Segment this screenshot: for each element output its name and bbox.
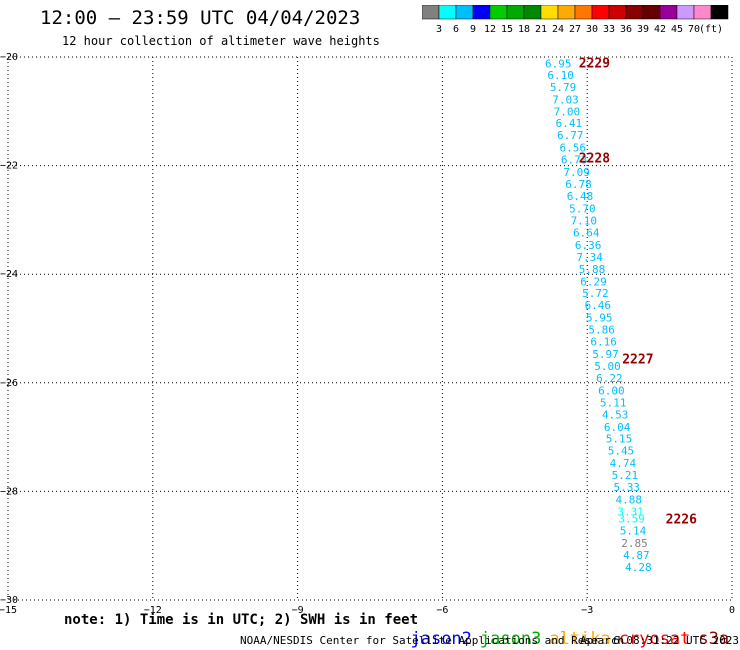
credit-text: NOAA/NESDIS Center for Satellite Applica… [240,634,625,647]
legend-label: 36 [620,24,632,35]
swh-point: 5.88 [579,263,606,276]
swh-point: 3.59 [618,513,645,526]
legend-label: 3 [436,24,442,35]
swh-point: 5.33 [614,481,641,494]
legend-label: (ft) [699,24,723,35]
swh-point: 6.64 [573,226,600,239]
swh-point: 5.72 [582,287,609,300]
swh-point: 4.74 [610,457,637,470]
legend-label: 30 [586,24,598,35]
mission-jason3: jason3 [479,629,542,649]
swh-point: 5.79 [550,81,577,94]
legend-label: 6 [453,24,459,35]
pass-id-label: 2228 [579,151,610,166]
generated-timestamp: Apr 6 08:31:22 UTC 2023 [580,634,739,647]
x-tick-label: −15 [0,605,17,616]
swh-point: 5.95 [586,312,613,325]
mission-cryosat: cryosat [618,629,691,649]
swh-point: 5.86 [588,324,615,337]
legend-label: 42 [654,24,666,35]
swh-point: 6.41 [556,117,583,130]
legend-label: 27 [569,24,581,35]
swh-point: 6.16 [590,336,617,349]
swh-point: 7.34 [576,251,603,264]
swh-point: 5.00 [594,360,621,373]
y-tick-label: −30 [0,595,18,606]
mission-s3a: s3a [698,629,730,649]
mission-legend: jason2 jason3 altika cryosat s3a [390,609,737,649]
legend-swatch [710,5,729,20]
pass-id-label: 2226 [666,513,697,528]
y-tick-label: −20 [0,52,18,63]
swh-point: 6.04 [604,421,631,434]
legend-label: 70 [688,24,700,35]
legend-label: 24 [552,24,564,35]
swh-point: 4.53 [602,408,629,421]
swh-point: 4.88 [615,494,642,507]
swh-point: 7.03 [552,93,579,106]
swh-point: 3.31 [617,505,644,518]
swh-point: 5.45 [608,445,635,458]
chart-subtitle: 12 hour collection of altimeter wave hei… [62,34,380,48]
legend-label: 21 [535,24,547,35]
swh-point: 5.21 [612,469,639,482]
swh-point: 6.46 [585,299,612,312]
legend-label: 33 [603,24,615,35]
pass-id-label: 2229 [579,56,610,71]
swh-point: 6.77 [557,129,584,142]
footer-note: note: 1) Time is in UTC; 2) SWH is in fe… [64,612,419,628]
mission-jason2: jason2 [410,629,472,649]
x-tick-label: −12 [144,605,162,616]
plot-frame [7,56,733,601]
swh-point: 6.29 [580,275,607,288]
swh-point: 6.95 [545,58,572,71]
mission-altika: altika [549,629,611,649]
x-tick-label: −6 [436,605,448,616]
swh-point: 5.11 [600,396,627,409]
swh-point: 6.00 [598,384,625,397]
swh-point: 7.10 [571,214,598,227]
swh-point: 5.15 [606,433,633,446]
color-legend: 3 6 9 12 15 18 21 24 27 30 33 36 39 42 45 70(ft) [422,5,729,35]
legend-label: 15 [501,24,513,35]
swh-point: 5.97 [592,348,619,361]
swh-point: 6.73 [561,154,588,167]
swh-point: 6.48 [567,190,594,203]
swh-point: 2.85 [621,537,648,550]
altimeter-plot: −15 −12 −9 −6 −3 0−20−22−24−26−28−306.956.105… [0,52,735,616]
swh-point: 6.78 [565,178,592,191]
legend-label: 18 [518,24,530,35]
swh-point: 6.36 [575,239,602,252]
swh-point: 6.56 [559,142,586,155]
swh-point: 4.28 [625,561,652,574]
y-tick-label: −24 [0,269,18,280]
legend-label: 45 [671,24,683,35]
swh-point: 6.10 [547,69,574,82]
swh-point: 5.70 [569,202,596,215]
x-tick-label: −3 [581,605,593,616]
swh-point: 7.09 [563,166,590,179]
y-tick-label: −26 [0,378,18,389]
swh-point: 6.22 [596,372,623,385]
swh-point: 4.87 [623,549,650,562]
y-tick-label: −22 [0,161,18,172]
legend-label: 39 [637,24,649,35]
swh-point: 5.14 [620,524,647,537]
swh-point: 7.00 [554,105,581,118]
x-tick-label: 0 [729,605,735,616]
chart-title: 12:00 – 23:59 UTC 04/04/2023 [40,7,361,29]
x-tick-label: −9 [292,605,304,616]
legend-label: 12 [484,24,496,35]
pass-id-label: 2227 [622,352,653,367]
legend-label: 9 [470,24,476,35]
y-tick-label: −28 [0,486,18,497]
